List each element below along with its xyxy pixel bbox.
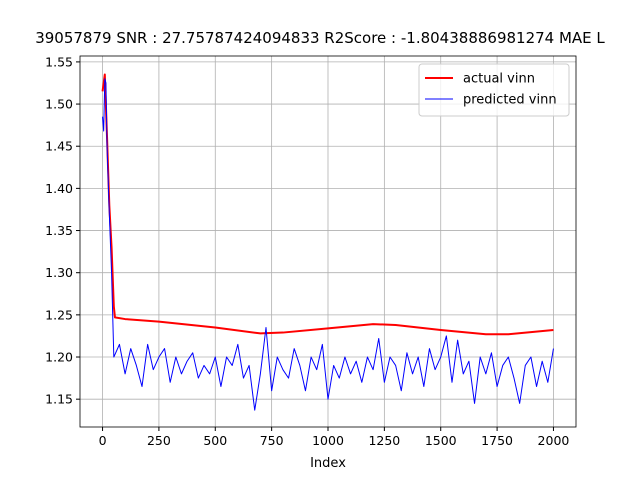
x-tick-label: 250 — [147, 433, 171, 448]
chart-title: 39057879 SNR : 27.75787424094833 R2Score… — [35, 29, 605, 47]
y-tick-label: 1.50 — [45, 97, 73, 112]
legend-label: predicted vinn — [463, 93, 557, 108]
y-tick-label: 1.40 — [45, 181, 73, 196]
legend-label: actual vinn — [463, 72, 535, 87]
x-tick-label: 0 — [99, 433, 107, 448]
x-tick-label: 1750 — [481, 433, 513, 448]
x-tick-label: 500 — [203, 433, 227, 448]
y-tick-label: 1.30 — [45, 265, 73, 280]
x-tick-label: 2000 — [538, 433, 570, 448]
plot-frame — [79, 55, 577, 428]
y-tick-label: 1.35 — [45, 223, 73, 238]
y-tick-label: 1.15 — [45, 392, 73, 407]
x-axis-label: Index — [310, 456, 346, 471]
y-tick-label: 1.20 — [45, 350, 73, 365]
data-line — [102, 78, 554, 411]
x-tick-label: 1250 — [368, 433, 400, 448]
y-tick-label: 1.25 — [45, 307, 73, 322]
x-tick-label: 750 — [260, 433, 284, 448]
x-tick-label: 1000 — [312, 433, 344, 448]
legend-box — [418, 63, 570, 117]
y-tick-label: 1.45 — [45, 139, 73, 154]
x-tick-label: 1500 — [425, 433, 457, 448]
y-tick-label: 1.55 — [45, 54, 73, 69]
